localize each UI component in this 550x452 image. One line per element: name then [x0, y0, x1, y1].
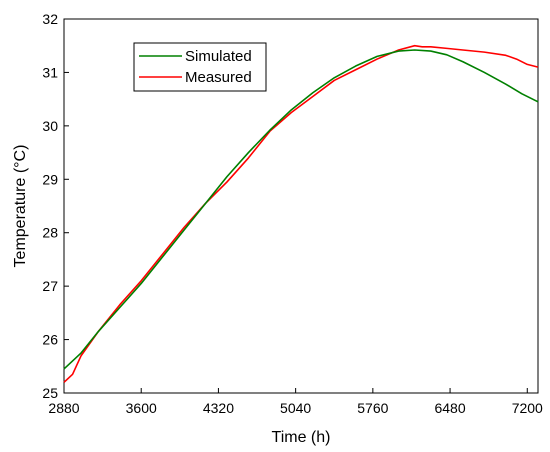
y-tick-label: 29	[42, 171, 58, 187]
legend-label-measured: Measured	[185, 69, 252, 86]
x-axis-ticks: 2880 3600 4320 5040 5760 6480 7200	[48, 388, 543, 416]
x-tick-label: 4320	[203, 400, 234, 416]
series-line-simulated	[63, 49, 539, 370]
x-axis-label: Time (h)	[272, 429, 331, 446]
legend: Simulated Measured	[133, 42, 267, 92]
y-tick-label: 25	[42, 385, 58, 401]
y-tick-label: 28	[42, 225, 58, 241]
legend-label-simulated: Simulated	[185, 48, 252, 65]
y-tick-label: 26	[42, 332, 58, 348]
y-tick-label: 27	[42, 278, 58, 294]
series-lines	[63, 44, 539, 383]
series-line-measured	[63, 44, 539, 383]
y-tick-label: 31	[42, 64, 58, 80]
x-tick-label: 5040	[280, 400, 311, 416]
x-tick-label: 6480	[434, 400, 465, 416]
y-tick-label: 32	[42, 11, 58, 27]
y-tick-label: 30	[42, 118, 58, 134]
x-tick-label: 2880	[48, 400, 79, 416]
x-tick-label: 5760	[357, 400, 388, 416]
x-tick-label: 3600	[126, 400, 157, 416]
x-tick-label: 7200	[512, 400, 543, 416]
y-axis-label: Temperature (°C)	[12, 145, 29, 268]
plot-frame	[63, 18, 539, 394]
y-axis-ticks: 25 26 27 28 29 30 31 32	[42, 11, 69, 401]
legend-box	[133, 42, 267, 92]
